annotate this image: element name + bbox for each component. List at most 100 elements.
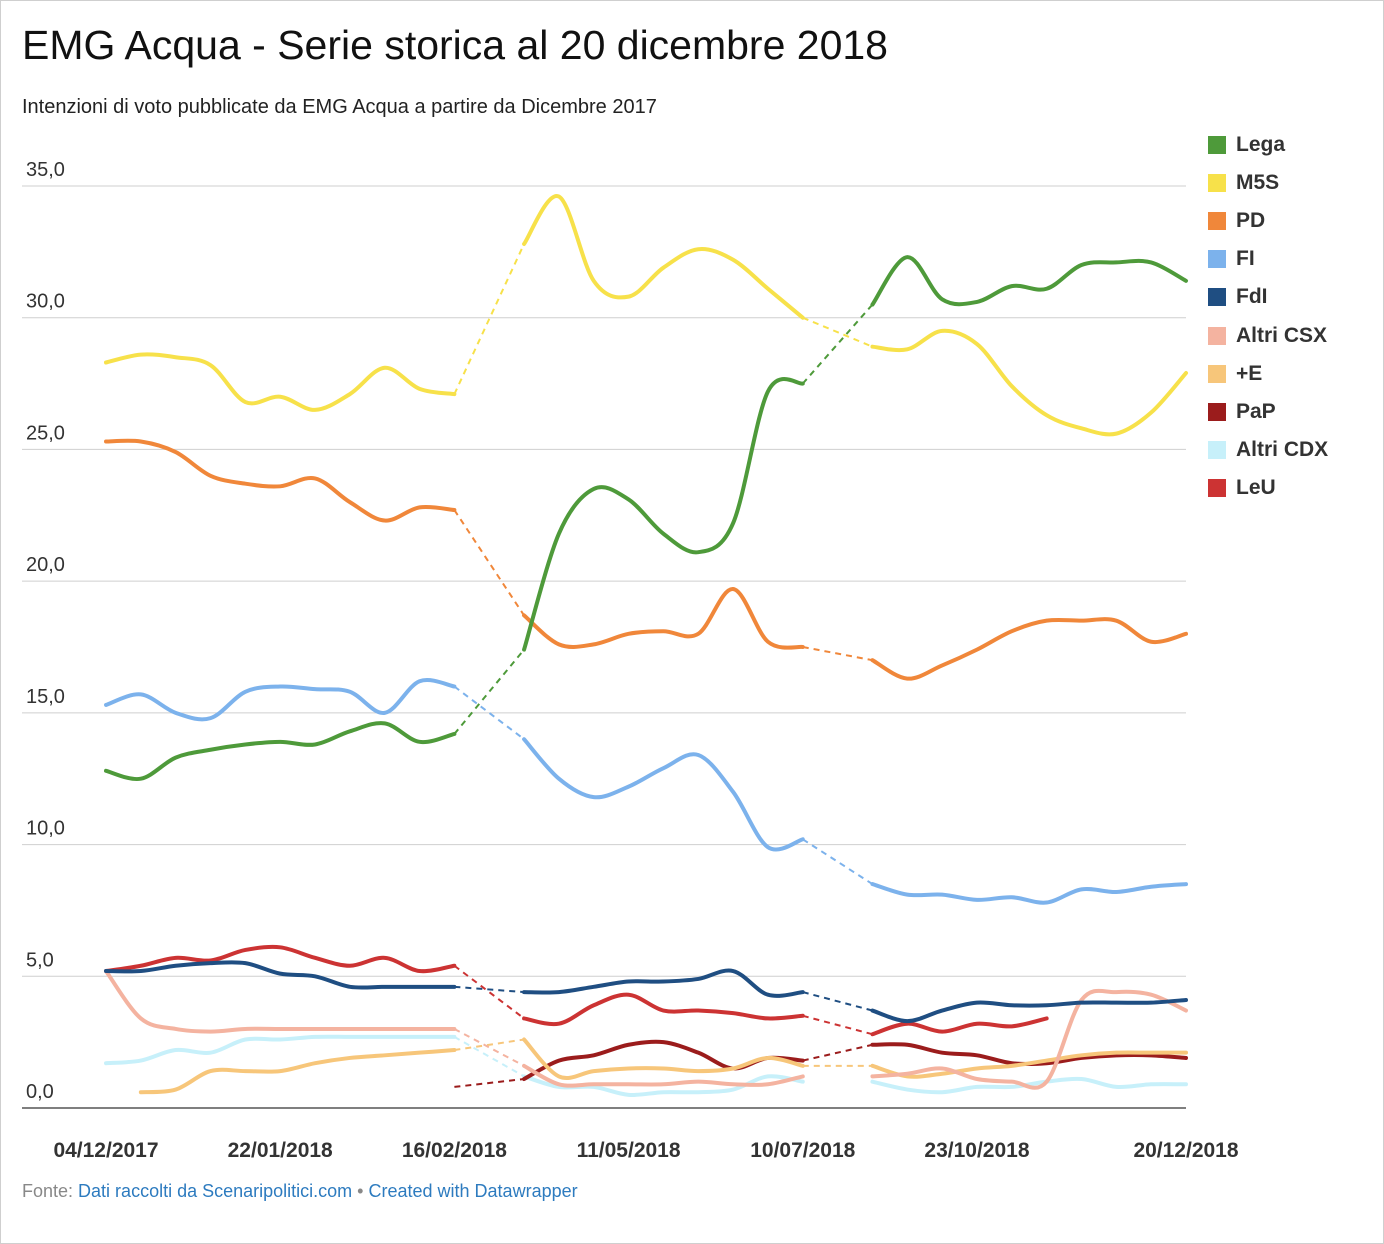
x-tick-label: 23/10/2018 [924,1139,1029,1162]
series-pd [104,438,1188,681]
legend-label: Altri CSX [1236,323,1328,347]
legend-item-altri-csx: Altri CSX [1208,316,1328,354]
y-axis-labels: 35,0 30,0 25,0 20,0 15,0 10,0 5,0 0,0 [26,159,65,1103]
x-tick-label: 22/01/2018 [228,1139,333,1162]
legend-swatch [1208,402,1226,421]
legend-swatch [1208,212,1226,231]
legend-label: FdI [1236,285,1268,309]
series-line-fdi [104,960,457,990]
x-axis-labels: 04/12/2017 22/01/2018 16/02/2018 11/05/2018… [53,1139,1238,1162]
series-line-fi [104,678,457,722]
series-line-fi [870,882,1188,905]
y-tick-label: 10,0 [26,818,65,840]
series-gap-fdi [454,985,525,994]
series-gap-altri-csx [453,1028,525,1067]
legend-item-leu: LeU [1208,469,1328,507]
series-line-altri-cdx [870,1076,1188,1095]
legend-label: PD [1236,209,1266,233]
chart-subtitle: Intenzioni di voto pubblicate da EMG Acq… [22,96,657,118]
grid-lines [22,185,1186,1109]
chart-title: EMG Acqua - Serie storica al 20 dicembre… [22,22,888,68]
legend-label: FI [1236,247,1255,271]
legend-label: PaP [1236,399,1276,423]
legend-swatch [1208,326,1226,345]
series-line-fdi [870,997,1188,1024]
series-gap-m5s [802,316,873,348]
series-line-m5s [870,328,1188,437]
legend-item-fdi: FdI [1208,278,1328,316]
x-tick-label: 16/02/2018 [402,1139,507,1162]
y-tick-label: 35,0 [26,159,65,181]
x-tick-label: 20/12/2018 [1133,1139,1238,1162]
series-line-altri-csx [870,988,1188,1090]
series-e [138,1037,1188,1095]
legend-item-m5s: M5S [1208,164,1328,202]
legend-item-pap: PaP [1208,393,1328,431]
series-fdi [104,960,1188,1024]
legend-item-lega: Lega [1208,126,1328,164]
series-gap-pap [454,1078,525,1088]
series-gap-leu [802,1014,873,1036]
legend-swatch [1208,364,1226,383]
datawrapper-link[interactable]: Created with Datawrapper [368,1181,578,1201]
series-gap-altri-cdx [453,1036,525,1078]
series-gap-e [454,1038,525,1052]
x-tick-label: 04/12/2017 [53,1139,158,1162]
y-tick-label: 5,0 [26,949,54,971]
footer: Fonte: Dati raccolti da Scenaripolitici.… [22,1181,578,1202]
legend-swatch [1208,136,1226,155]
legend-label: LeU [1236,475,1276,499]
legend-swatch [1208,174,1226,193]
series-line-altri-csx [522,1063,805,1088]
series-gap-fi [453,685,525,740]
footer-separator: • [357,1181,364,1201]
legend-item-e: +E [1208,355,1328,393]
legend-swatch [1208,250,1226,269]
series-line-e [138,1048,457,1095]
series-altri-csx [104,969,1188,1090]
legend-label: Lega [1236,133,1286,157]
series-line-lega [104,721,457,782]
series-fi [104,678,1188,905]
source-label: Fonte: [22,1181,74,1201]
series-gap-m5s [453,243,525,395]
series-gap-pd [453,509,525,616]
series-gap-fi [802,838,873,885]
legend-label: Altri CDX [1236,437,1329,461]
legend-swatch [1208,288,1226,307]
series-leu [104,944,1049,1037]
series-line-e [870,1050,1188,1079]
legend-item-pd: PD [1208,202,1328,240]
series-line-m5s [104,352,457,412]
series-line-e [522,1037,805,1080]
series-gap-pap [802,1043,873,1062]
y-tick-label: 0,0 [26,1081,54,1103]
legend-label: M5S [1236,171,1280,195]
legend-item-altri-cdx: Altri CDX [1208,431,1328,469]
x-tick-label: 11/05/2018 [577,1139,681,1162]
series-line-pd [870,617,1188,681]
series-lines [104,194,1188,1097]
series-line-fdi [522,968,805,998]
y-tick-label: 25,0 [26,422,65,444]
legend-swatch [1208,440,1226,459]
series-line-altri-cdx [104,1034,457,1066]
series-gap-leu [453,964,525,1020]
y-tick-label: 30,0 [26,291,65,313]
series-gap-lega [453,648,525,735]
series-gap-fdi [802,991,873,1012]
source-link[interactable]: Dati raccolti da Scenaripolitici.com [78,1181,353,1201]
legend-item-fi: FI [1208,240,1328,278]
series-line-pd [104,438,457,523]
x-tick-label: 10/07/2018 [750,1139,855,1162]
legend: Lega M5S PD FI FdI Altri CSX +E PaP Altri CDX LeU [1208,126,1328,507]
series-line-m5s [522,194,805,320]
series-gap-lega [802,303,874,385]
legend-swatch [1208,478,1226,497]
y-tick-label: 20,0 [26,554,65,576]
series-line-leu [104,944,457,974]
series-line-lega [522,377,805,652]
series-lega [104,255,1188,782]
legend-label: +E [1236,361,1263,385]
